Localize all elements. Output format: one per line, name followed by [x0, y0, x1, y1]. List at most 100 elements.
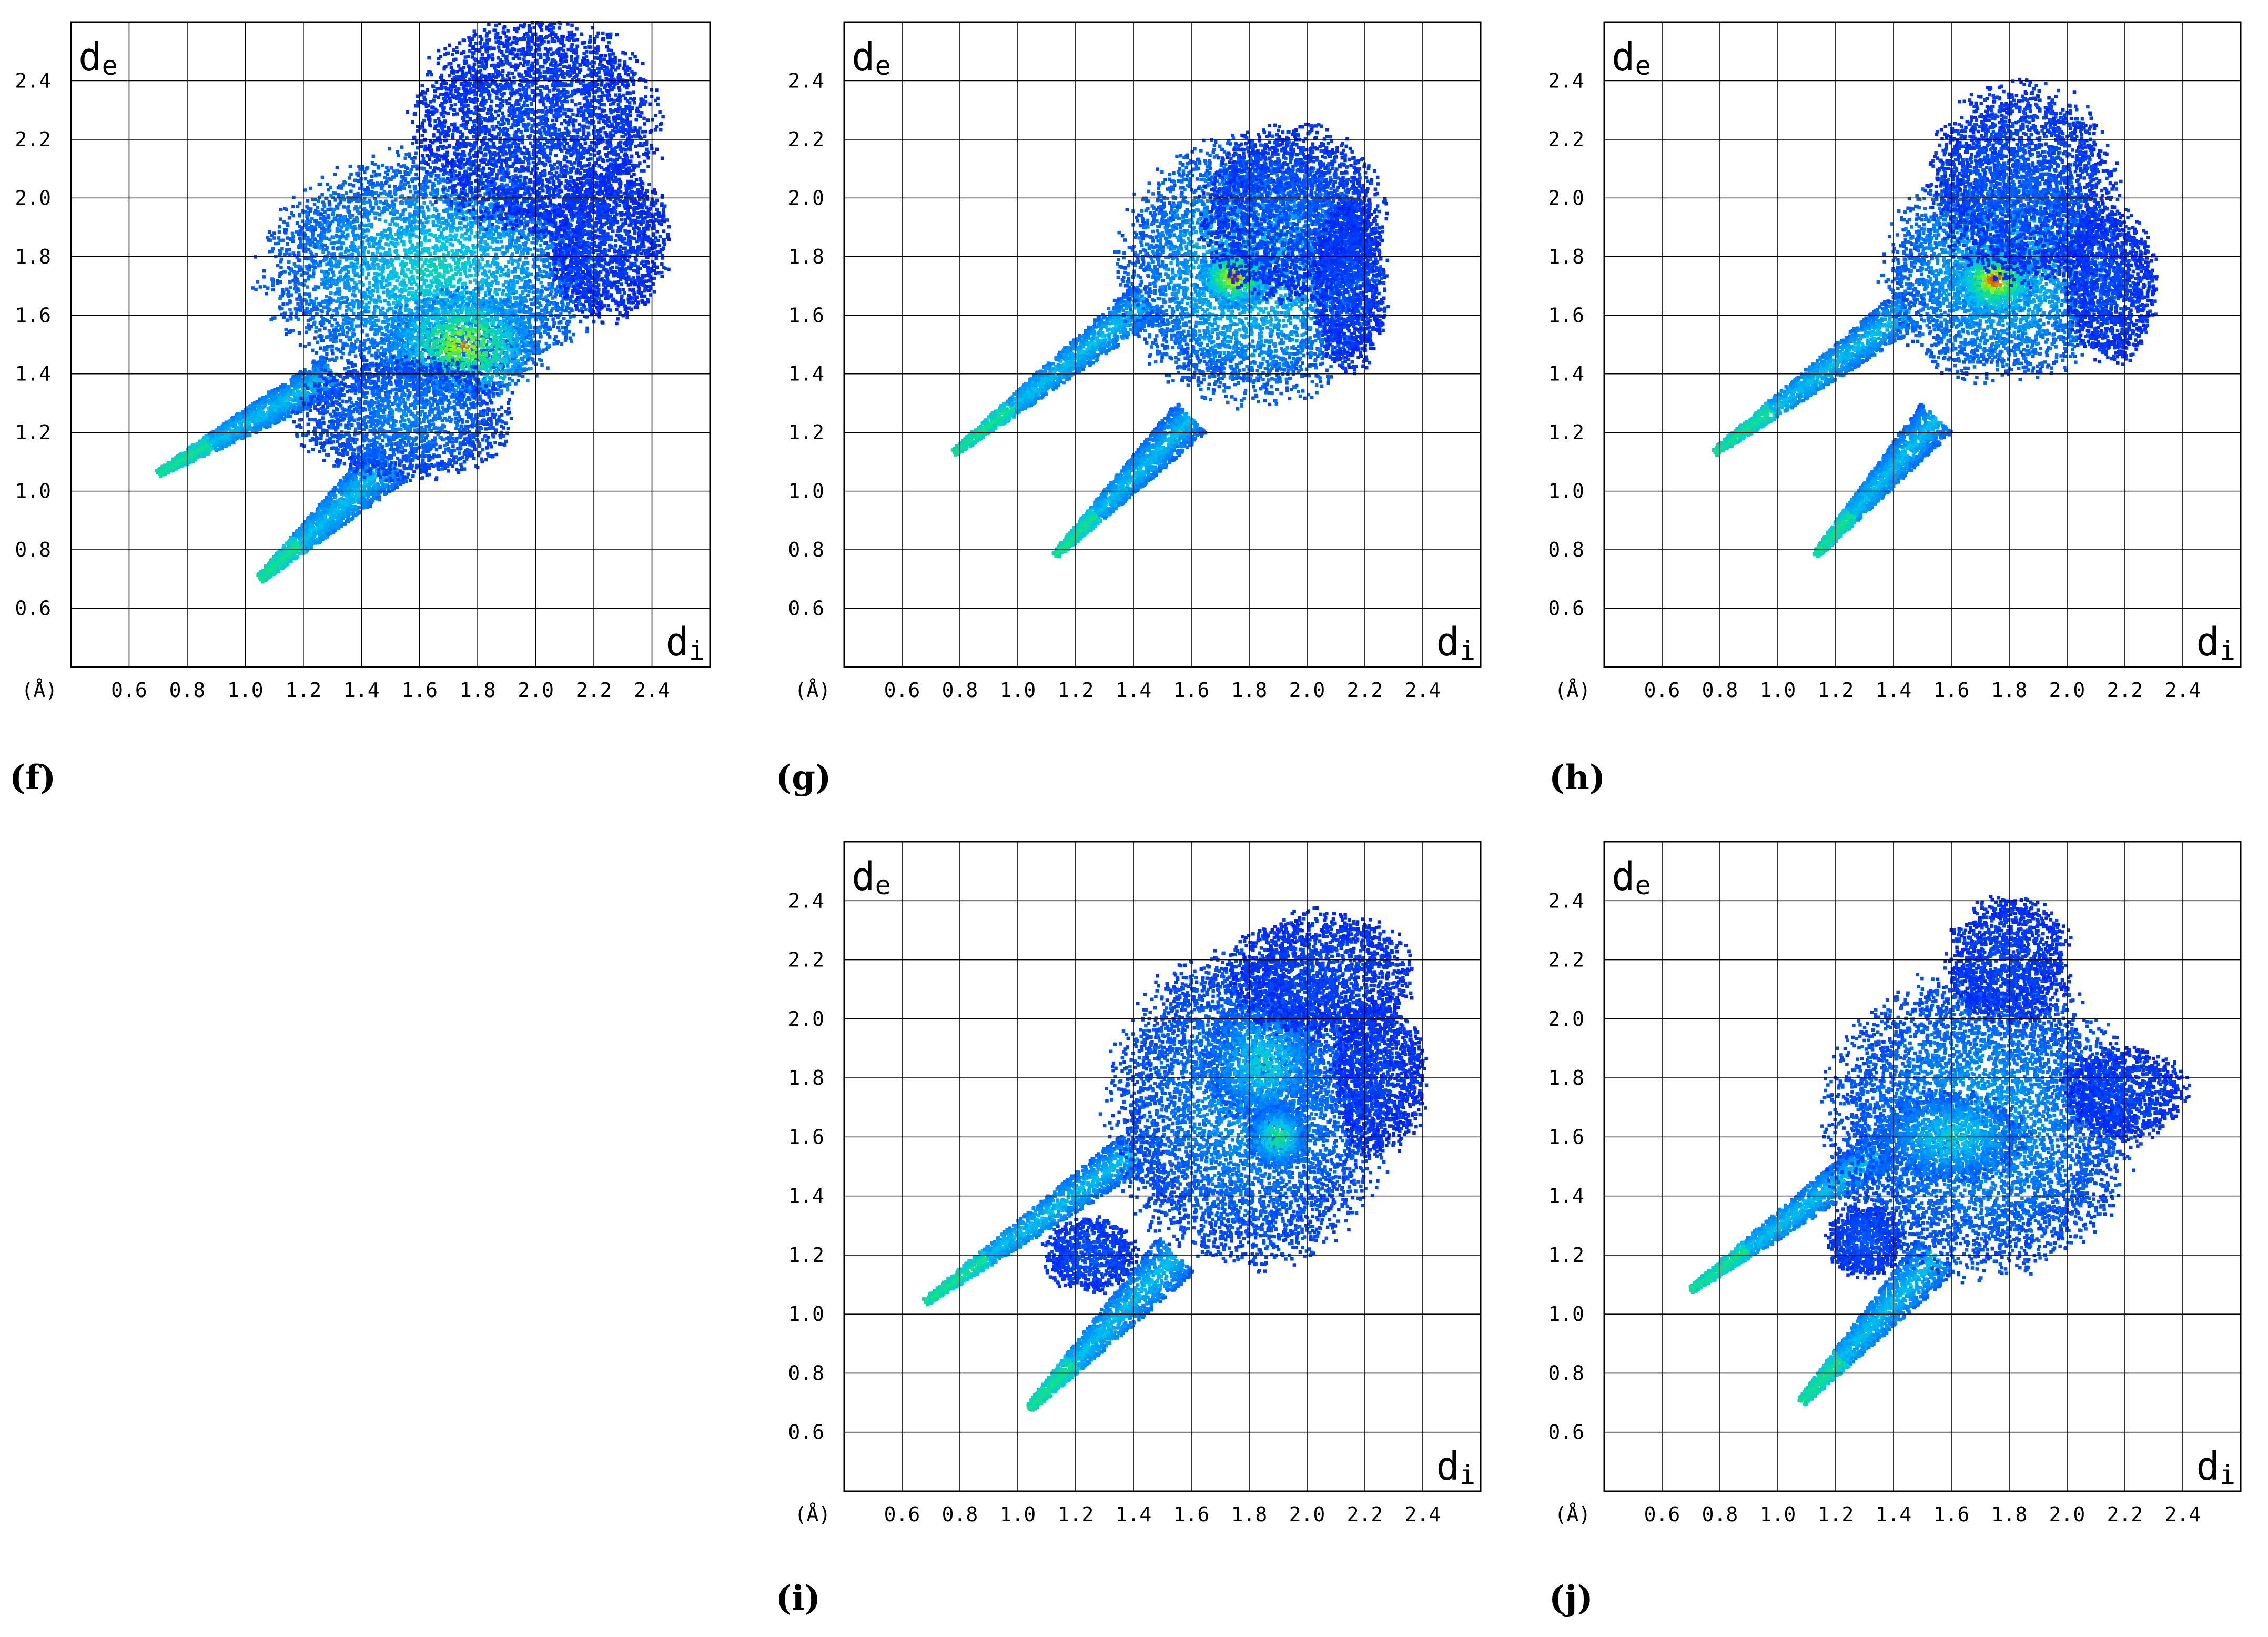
density-point [313, 527, 317, 531]
density-point [325, 386, 329, 390]
density-point [330, 520, 334, 524]
density-point [316, 538, 319, 541]
density-point [306, 535, 309, 539]
density-point [336, 517, 340, 521]
density-point [337, 527, 341, 530]
density-point [363, 492, 367, 496]
density-point [350, 496, 354, 500]
density-point [188, 451, 191, 454]
density-point [298, 376, 302, 379]
density-point [269, 409, 272, 413]
density-point [351, 508, 355, 512]
density-point [333, 500, 337, 504]
density-point [320, 356, 324, 359]
density-point [188, 455, 192, 459]
density-point [271, 573, 275, 577]
density-point [366, 506, 369, 509]
density-point [341, 512, 345, 516]
density-point [504, 265, 508, 268]
density-point [279, 385, 283, 389]
density-point [370, 492, 374, 496]
density-point [245, 417, 249, 420]
density-point [282, 562, 286, 566]
density-point [188, 461, 192, 465]
density-point [297, 407, 301, 410]
density-point [326, 502, 329, 506]
density-point [354, 477, 358, 480]
density-point [210, 441, 214, 444]
density-point [340, 487, 343, 490]
density-point [268, 395, 272, 399]
density-point [338, 333, 341, 337]
density-point [231, 416, 235, 419]
density-point [290, 382, 294, 386]
density-point [310, 537, 313, 541]
density-point [341, 509, 345, 512]
density-point [215, 448, 218, 452]
density-point [286, 412, 290, 416]
density-point [380, 478, 384, 482]
density-point [362, 498, 366, 502]
density-point [326, 532, 329, 536]
density-point [321, 509, 325, 512]
density-point [305, 542, 309, 546]
density-point [248, 426, 252, 430]
density-point [336, 508, 340, 512]
density-point [320, 521, 323, 525]
density-point [369, 502, 372, 506]
density-point [302, 533, 306, 537]
density-point [256, 420, 259, 424]
density-point [239, 422, 243, 426]
density-point [306, 518, 309, 522]
density-point [256, 425, 259, 429]
density-point [315, 522, 319, 526]
density-point [351, 492, 355, 496]
density-point [362, 469, 366, 472]
density-point [316, 368, 319, 372]
density-point [289, 540, 293, 544]
density-point [260, 573, 264, 577]
density-point [293, 378, 297, 382]
density-point [317, 530, 321, 534]
density-point [345, 503, 348, 507]
density-point [172, 460, 176, 463]
density-point [383, 483, 387, 487]
density-point [347, 366, 350, 369]
density-point [310, 379, 313, 383]
density-point [202, 453, 206, 457]
density-point [321, 537, 325, 540]
density-point [319, 513, 322, 517]
density-point [369, 499, 373, 503]
density-point [338, 483, 341, 487]
density-point [218, 447, 221, 451]
density-point [350, 518, 353, 521]
density-point [247, 421, 250, 425]
density-point [257, 409, 260, 412]
density-point [261, 407, 265, 410]
density-point [238, 412, 241, 416]
density-point [321, 500, 325, 504]
density-point [237, 416, 240, 419]
density-point [356, 499, 359, 502]
density-point [263, 425, 267, 428]
density-point [289, 559, 293, 563]
density-point [273, 570, 277, 573]
density-point [160, 466, 164, 470]
density-point [217, 440, 220, 444]
density-point [530, 241, 534, 245]
density-point [287, 545, 290, 549]
density-point [325, 511, 328, 514]
density-point [258, 576, 262, 580]
density-point [275, 401, 279, 405]
density-point [367, 487, 371, 490]
density-point [345, 494, 349, 498]
density-point [331, 531, 335, 534]
density-point [242, 415, 246, 419]
density-point [204, 437, 208, 440]
density-point [350, 483, 353, 487]
density-point [261, 570, 265, 574]
density-point [256, 405, 260, 408]
density-point [267, 564, 270, 568]
density-point [259, 422, 262, 426]
